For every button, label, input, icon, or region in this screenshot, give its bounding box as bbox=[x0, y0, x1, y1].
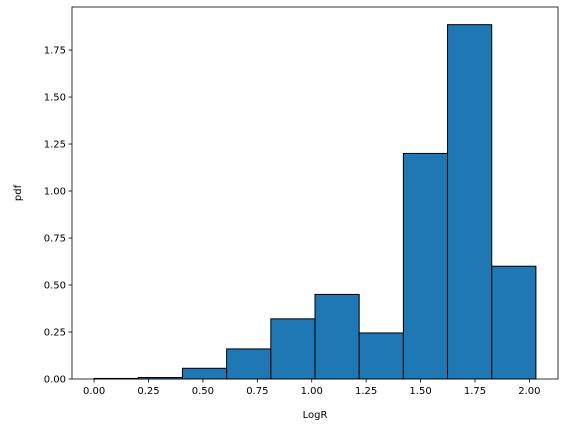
histogram-bar bbox=[270, 318, 316, 380]
y-tick-label: 0.50 bbox=[44, 281, 66, 292]
y-tick-label: 1.75 bbox=[44, 46, 66, 57]
x-tick-label: 0.00 bbox=[83, 386, 105, 397]
x-tick-label: 0.25 bbox=[137, 386, 159, 397]
histogram-bar bbox=[491, 265, 537, 380]
x-tick-label: 1.75 bbox=[464, 386, 486, 397]
x-axis-ticks: 0.00 0.25 0.50 0.75 1.00 1.25 1.50 1.75 2.00 bbox=[83, 379, 541, 397]
y-axis-label: pdf bbox=[13, 184, 24, 201]
y-tick-label: 0.25 bbox=[44, 328, 66, 339]
histogram-bar bbox=[226, 348, 272, 380]
histogram-bar bbox=[314, 293, 360, 380]
x-tick-label: 1.50 bbox=[409, 386, 431, 397]
plot-frame bbox=[71, 6, 559, 380]
x-tick-label: 1.00 bbox=[301, 386, 323, 397]
y-tick-label: 0.00 bbox=[44, 375, 66, 386]
y-tick-label: 0.75 bbox=[44, 234, 66, 245]
histogram-bar bbox=[181, 367, 228, 380]
y-tick-label: 1.50 bbox=[44, 93, 66, 104]
x-tick-label: 0.75 bbox=[246, 386, 268, 397]
x-tick-label: 2.00 bbox=[518, 386, 540, 397]
x-axis-label: LogR bbox=[303, 410, 328, 421]
histogram-bar bbox=[447, 24, 493, 380]
histogram-bars bbox=[93, 24, 537, 380]
y-tick-label: 1.25 bbox=[44, 140, 66, 151]
y-axis-ticks: 0.00 0.25 0.50 0.75 1.00 1.25 1.50 1.75 bbox=[44, 46, 72, 386]
histogram-bar bbox=[358, 332, 404, 380]
histogram-bar bbox=[402, 152, 449, 380]
y-tick-label: 1.00 bbox=[44, 187, 66, 198]
x-tick-label: 0.50 bbox=[192, 386, 214, 397]
x-tick-label: 1.25 bbox=[355, 386, 377, 397]
